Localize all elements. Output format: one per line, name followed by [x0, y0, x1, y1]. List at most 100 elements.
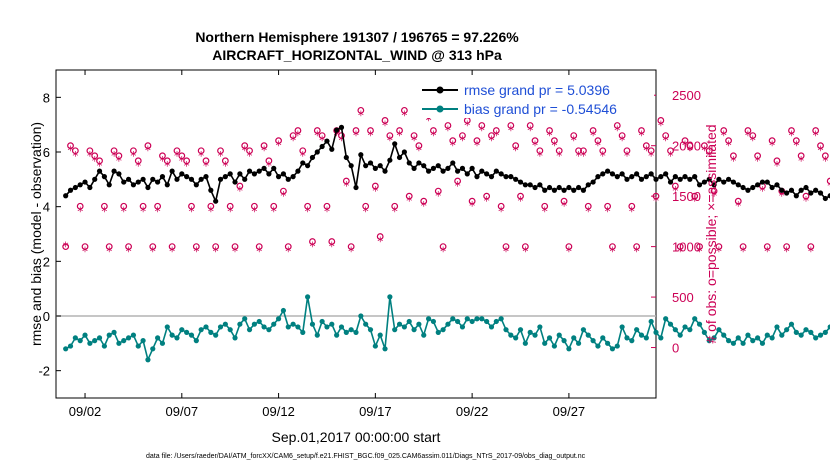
rmse-point: [740, 184, 746, 191]
bias-point: [716, 327, 722, 333]
obs-possible-marker: [565, 243, 573, 251]
rmse-point: [551, 187, 557, 193]
bias-point: [474, 316, 480, 322]
bias-point: [769, 335, 775, 341]
bias-point: [672, 327, 678, 333]
obs-assimilated-marker: *: [469, 199, 475, 213]
obs-assimilated-marker: *: [464, 119, 470, 133]
obs-assimilated-marker: *: [372, 184, 378, 198]
bias-point: [367, 327, 374, 333]
rmse-point: [251, 171, 257, 177]
rmse-point: [624, 176, 630, 182]
obs-possible-marker: [734, 197, 742, 205]
rmse-point: [213, 198, 219, 204]
obs-possible-marker: [367, 127, 374, 134]
obs-assimilated-marker: *: [779, 189, 785, 203]
bias-point: [421, 332, 427, 338]
obs-possible-marker: [371, 182, 379, 190]
obs-possible-marker: [521, 243, 529, 251]
bias-point: [164, 324, 170, 330]
obs-possible-marker: [497, 202, 505, 210]
obs-possible-marker: [231, 243, 239, 251]
obs-possible-marker: [338, 132, 345, 140]
obs-assimilated-marker: *: [542, 204, 548, 218]
rmse-point: [813, 187, 819, 193]
obs-assimilated-marker: *: [605, 204, 611, 218]
obs-assimilated-marker: *: [203, 159, 209, 173]
obs-possible-marker: [763, 243, 771, 251]
rmse-point: [682, 174, 688, 180]
obs-assimilated-marker: *: [324, 204, 330, 218]
bias-point: [735, 335, 741, 341]
bias-point: [72, 335, 78, 341]
rmse-point: [324, 138, 330, 144]
obs-assimilated-marker: *: [774, 159, 780, 173]
obs-assimilated-marker: *: [261, 144, 267, 158]
obs-assimilated-marker: *: [721, 129, 727, 143]
y-tick-label: 2: [43, 254, 50, 269]
bias-point: [784, 327, 790, 333]
obs-assimilated-marker: *: [411, 134, 417, 148]
bias-point: [232, 335, 238, 341]
obs-possible-marker: [638, 127, 645, 134]
obs-possible-marker: [507, 122, 515, 129]
obs-possible-marker: [415, 142, 423, 150]
obs-possible-marker: [96, 157, 103, 165]
bias-point: [406, 318, 412, 325]
obs-assimilated-marker: *: [111, 149, 117, 163]
y2-tick-label: 2500: [672, 88, 701, 103]
obs-assimilated-marker: *: [174, 149, 180, 163]
obs-possible-marker: [197, 147, 205, 155]
rmse-point: [600, 171, 606, 177]
footer-datafile: data file: /Users/raeder/DAI/ATM_forcXX/…: [146, 453, 586, 460]
obs-possible-marker: [265, 157, 273, 165]
bias-point: [513, 335, 519, 341]
obs-assimilated-marker: *: [271, 204, 277, 218]
bias-point: [580, 327, 587, 333]
obs-assimilated-marker: *: [798, 154, 804, 168]
rmse-point: [527, 182, 533, 188]
obs-possible-marker: [676, 243, 684, 251]
rmse-point: [111, 168, 117, 174]
rmse-point: [580, 187, 587, 193]
bias-point: [532, 332, 538, 338]
rmse-point: [735, 182, 741, 188]
rmse-point: [92, 176, 98, 182]
rmse-point: [96, 168, 103, 174]
bias-point: [498, 316, 504, 322]
bias-point: [222, 321, 228, 327]
rmse-point: [164, 182, 170, 188]
obs-assimilated-marker: *: [169, 245, 175, 259]
rmse-point: [87, 184, 93, 191]
obs-possible-marker: [788, 127, 795, 134]
obs-possible-marker: [144, 142, 152, 150]
rmse-point: [159, 174, 166, 180]
obs-assimilated-marker: *: [488, 134, 494, 148]
obs-possible-marker: [449, 137, 457, 145]
y2-tick-label: 1500: [672, 189, 701, 204]
chart-title-line2: AIRCRAFT_HORIZONTAL_WIND @ 313 hPa: [212, 47, 502, 63]
bias-point: [445, 321, 451, 327]
bias-point: [677, 332, 683, 338]
obs-assimilated-marker: *: [658, 119, 664, 133]
bias-point: [251, 321, 257, 327]
bias-point: [522, 340, 528, 346]
rmse-point: [266, 171, 272, 177]
rmse-point: [314, 149, 320, 155]
obs-assimilated-marker: *: [440, 245, 446, 259]
obs-assimilated-marker: *: [343, 179, 349, 193]
obs-assimilated-marker: *: [648, 149, 654, 163]
rmse-point: [513, 176, 519, 182]
obs-possible-marker: [584, 202, 592, 210]
obs-assimilated-marker: *: [643, 144, 649, 158]
obs-assimilated-marker: *: [430, 129, 436, 143]
obs-assimilated-marker: *: [198, 149, 204, 163]
bias-point: [425, 316, 432, 322]
legend-rmse-label: rmse grand pr = 5.0396: [464, 82, 610, 98]
legend-box: [419, 76, 654, 118]
obs-assimilated-marker: *: [537, 149, 543, 163]
obs-assimilated-marker: *: [368, 129, 374, 143]
obs-possible-marker: [739, 243, 747, 251]
bias-point: [585, 332, 591, 338]
obs-possible-marker: [657, 117, 665, 124]
